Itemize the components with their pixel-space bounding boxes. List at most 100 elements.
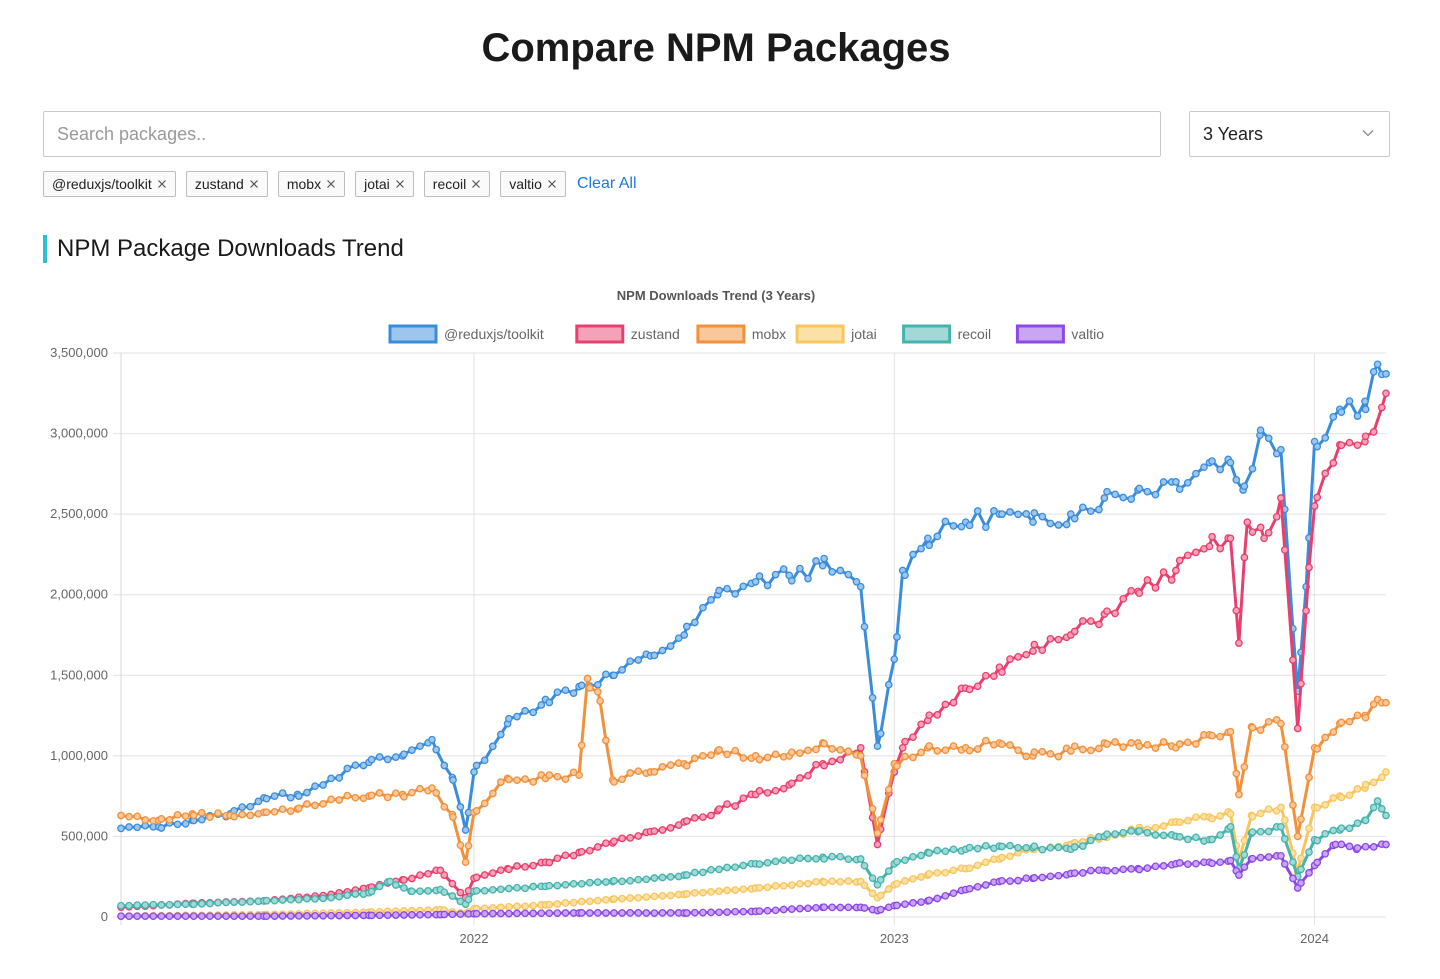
data-point[interactable]	[1192, 469, 1200, 478]
search-input[interactable]	[43, 111, 1161, 157]
data-point[interactable]	[618, 909, 626, 917]
data-point[interactable]	[909, 899, 917, 907]
data-point[interactable]	[596, 697, 604, 705]
data-point[interactable]	[561, 899, 570, 907]
data-point[interactable]	[626, 769, 635, 777]
data-point[interactable]	[173, 900, 182, 909]
close-icon[interactable]	[395, 179, 405, 189]
data-point[interactable]	[286, 807, 295, 815]
data-point[interactable]	[424, 869, 432, 878]
data-point[interactable]	[1135, 484, 1144, 493]
data-point[interactable]	[998, 853, 1006, 862]
data-point[interactable]	[1329, 826, 1338, 835]
data-point[interactable]	[610, 909, 618, 917]
data-point[interactable]	[1345, 397, 1354, 405]
data-point[interactable]	[1264, 434, 1273, 443]
data-point[interactable]	[723, 863, 731, 872]
data-point[interactable]	[925, 896, 934, 905]
data-point[interactable]	[844, 747, 853, 756]
data-point[interactable]	[820, 739, 828, 748]
data-point[interactable]	[1361, 816, 1370, 825]
data-point[interactable]	[1361, 432, 1370, 441]
data-point[interactable]	[117, 824, 125, 833]
data-point[interactable]	[1095, 620, 1103, 629]
data-point[interactable]	[852, 577, 861, 586]
data-point[interactable]	[1313, 745, 1322, 753]
data-point[interactable]	[440, 871, 449, 879]
data-point[interactable]	[917, 544, 925, 553]
data-point[interactable]	[1377, 403, 1386, 412]
legend-swatch[interactable]	[696, 324, 746, 344]
legend-label[interactable]: mobx	[752, 326, 786, 342]
data-point[interactable]	[319, 800, 327, 808]
legend-label[interactable]: recoil	[958, 326, 991, 342]
data-point[interactable]	[1143, 576, 1152, 584]
package-tag-jotai[interactable]: jotai	[355, 171, 414, 197]
data-point[interactable]	[238, 810, 247, 819]
data-point[interactable]	[876, 891, 885, 900]
data-point[interactable]	[755, 787, 764, 795]
data-point[interactable]	[1216, 858, 1225, 867]
data-point[interactable]	[391, 789, 400, 798]
data-point[interactable]	[593, 680, 602, 689]
data-point[interactable]	[529, 778, 538, 786]
data-point[interactable]	[416, 887, 424, 896]
data-point[interactable]	[553, 772, 562, 781]
data-point[interactable]	[206, 899, 214, 908]
data-point[interactable]	[602, 909, 610, 917]
data-point[interactable]	[1086, 836, 1095, 845]
data-point[interactable]	[181, 912, 190, 921]
data-point[interactable]	[1159, 478, 1168, 486]
data-point[interactable]	[246, 897, 255, 906]
data-point[interactable]	[909, 550, 917, 559]
data-point[interactable]	[141, 816, 150, 824]
data-point[interactable]	[1264, 853, 1273, 861]
data-point[interactable]	[1248, 723, 1257, 732]
data-point[interactable]	[755, 572, 764, 580]
data-point[interactable]	[876, 729, 885, 738]
data-point[interactable]	[820, 903, 828, 912]
data-point[interactable]	[561, 775, 570, 784]
data-point[interactable]	[941, 700, 950, 709]
data-point[interactable]	[246, 802, 255, 811]
data-point[interactable]	[602, 878, 610, 886]
data-point[interactable]	[1208, 731, 1216, 740]
data-point[interactable]	[1232, 769, 1241, 778]
data-point[interactable]	[860, 622, 869, 631]
data-point[interactable]	[294, 804, 303, 813]
data-point[interactable]	[1175, 485, 1184, 494]
data-point[interactable]	[618, 877, 626, 886]
data-point[interactable]	[575, 771, 583, 780]
data-point[interactable]	[707, 908, 715, 917]
data-point[interactable]	[1127, 827, 1136, 835]
data-point[interactable]	[1192, 548, 1200, 557]
data-point[interactable]	[1054, 871, 1063, 880]
data-point[interactable]	[488, 885, 497, 894]
data-point[interactable]	[1240, 553, 1249, 562]
data-point[interactable]	[1345, 717, 1354, 726]
data-point[interactable]	[618, 834, 626, 843]
data-point[interactable]	[682, 871, 691, 879]
data-point[interactable]	[1226, 810, 1235, 818]
data-point[interactable]	[375, 753, 384, 761]
data-point[interactable]	[658, 873, 667, 882]
data-point[interactable]	[1183, 835, 1192, 844]
data-point[interactable]	[197, 912, 206, 921]
data-point[interactable]	[311, 801, 319, 810]
data-point[interactable]	[141, 901, 150, 909]
data-point[interactable]	[505, 884, 513, 893]
data-point[interactable]	[456, 910, 465, 919]
data-point[interactable]	[1345, 438, 1354, 447]
data-point[interactable]	[1361, 405, 1370, 414]
data-point[interactable]	[796, 774, 804, 782]
data-point[interactable]	[1240, 850, 1249, 859]
data-point[interactable]	[723, 908, 731, 916]
data-point[interactable]	[1014, 746, 1022, 755]
data-point[interactable]	[836, 755, 845, 764]
data-point[interactable]	[1030, 509, 1039, 517]
data-point[interactable]	[650, 768, 659, 776]
data-point[interactable]	[529, 901, 538, 910]
data-point[interactable]	[391, 911, 400, 919]
data-point[interactable]	[149, 900, 158, 909]
data-point[interactable]	[602, 839, 610, 848]
